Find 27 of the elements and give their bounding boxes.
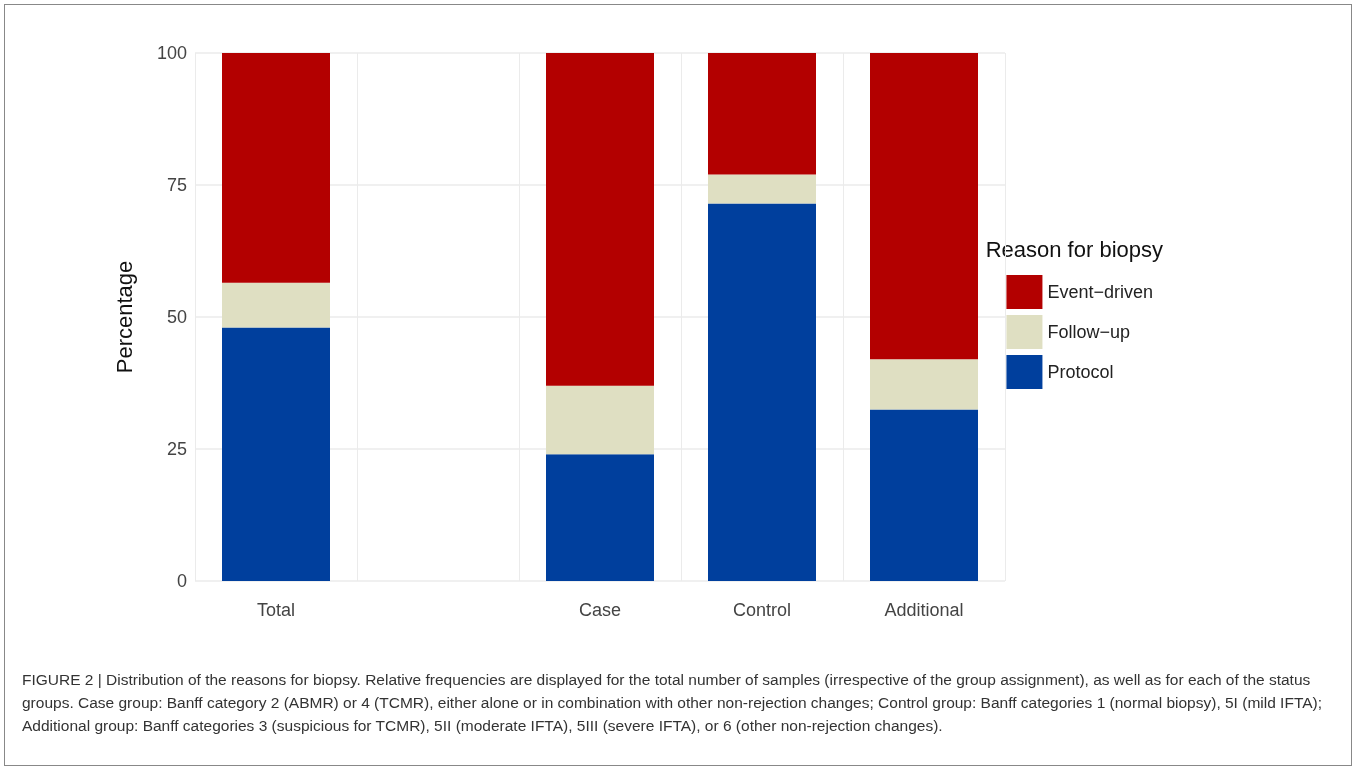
bar (546, 454, 654, 581)
bar (708, 53, 816, 175)
caption: FIGURE 2 | Distribution of the reasons for biopsy. Relative frequencies are displayed for the total number of samples (irrespective of the group assignment), as well as for each of the status groups. Case group: Banff category 2 (ABMR) or 4 (TCMR), either alone or in combination with other non-rejection changes; Control group: Banff categories 1 (normal biopsy), 5I (mild IFTA); Additional group: Banff categories 3 (suspicious for TCMR), 5II (moderate IFTA), 5III (severe IFTA), or 6 (other non-rejection changes). (22, 670, 1323, 736)
x-tick-label: Case (578, 600, 622, 620)
legend-title: Reason for biopsy (985, 236, 1164, 262)
legend-label: Event−driven (1047, 282, 1154, 302)
bar (708, 203, 816, 581)
legend-label: Follow−up (1047, 322, 1130, 342)
x-tick-label: Total (256, 600, 296, 620)
x-tick-label: Additional (884, 600, 964, 620)
y-tick-label: 0 (176, 571, 187, 591)
y-axis-title: Percentage (111, 260, 137, 374)
bar (870, 409, 978, 581)
y-tick-label: 50 (166, 307, 187, 327)
bar (222, 327, 330, 581)
bar (222, 282, 330, 328)
bar (708, 174, 816, 204)
legend-label: Protocol (1047, 362, 1114, 382)
bar (546, 385, 654, 455)
y-tick-label: 25 (166, 439, 187, 459)
bar (222, 53, 330, 283)
bar (546, 53, 654, 386)
bar (870, 53, 978, 360)
x-tick-label: Control (732, 600, 792, 620)
y-tick-label: 75 (166, 175, 187, 195)
bar (870, 359, 978, 410)
y-tick-label: 100 (156, 43, 187, 63)
